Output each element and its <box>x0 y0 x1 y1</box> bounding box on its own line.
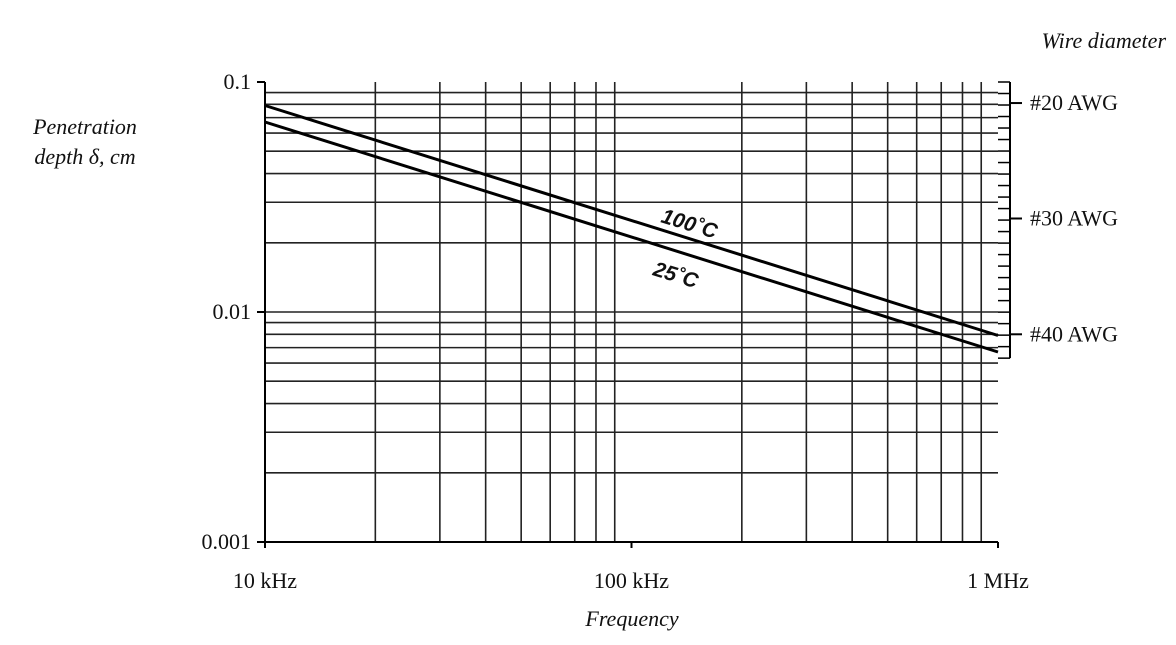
grid <box>265 82 998 542</box>
right-axis-label: #30 AWG <box>1030 205 1118 230</box>
x-tick-label: 1 MHz <box>967 568 1029 593</box>
x-axis-label: Frequency <box>584 606 678 631</box>
right-axis-label: #40 AWG <box>1030 321 1118 346</box>
y-tick-label: 0.001 <box>202 529 252 554</box>
right-axis-title: Wire diameter <box>1042 28 1167 53</box>
series-label-25c: 25˚C <box>650 257 702 293</box>
y-tick-label: 0.01 <box>213 299 252 324</box>
series-line-100c <box>264 104 999 337</box>
right-axis-wire-gauge: #20 AWG #30 AWG #40 AWG <box>998 81 1118 359</box>
series-line-25c <box>264 120 999 354</box>
plot-frame <box>257 81 999 548</box>
series-group <box>264 104 999 354</box>
x-tick-label: 100 kHz <box>594 568 669 593</box>
x-tick-label: 10 kHz <box>233 568 297 593</box>
y-tick-label: 0.1 <box>224 69 252 94</box>
tick-labels: 0.1 0.01 0.001 10 kHz 100 kHz 1 MHz <box>202 69 1030 593</box>
right-axis-label: #20 AWG <box>1030 90 1118 115</box>
y-axis-label-line2: depth δ, cm <box>34 144 135 169</box>
y-axis-label-line1: Penetration <box>32 114 137 139</box>
